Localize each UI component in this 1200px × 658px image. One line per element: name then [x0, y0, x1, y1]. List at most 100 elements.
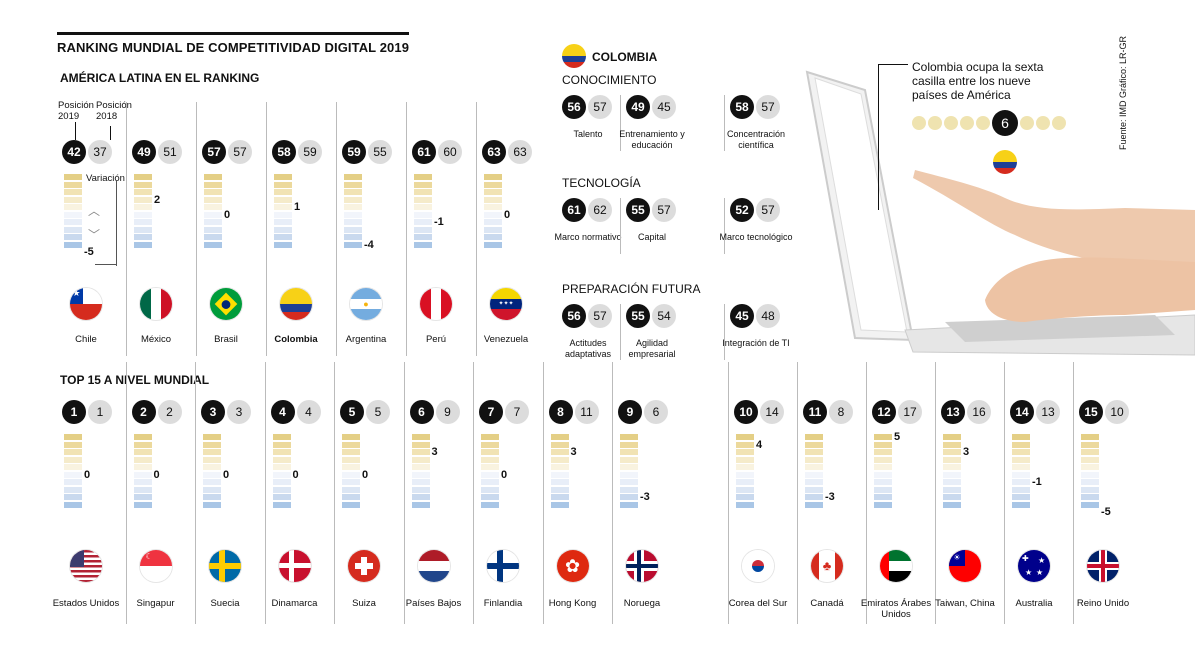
variation-segment-up [550, 464, 569, 470]
variation-bars-canada [805, 434, 823, 509]
variation-segment-up [805, 449, 823, 455]
rank-2019-entrenamiento-y-educacion: 49 [626, 95, 650, 119]
legend-variation: Variación [86, 173, 125, 184]
rank-2018-canada: 8 [829, 400, 853, 424]
argentina-flag-icon: ● [350, 288, 382, 320]
variation-segment-down [133, 494, 152, 500]
callout-dot [1036, 116, 1050, 130]
variation-segment-up [344, 174, 362, 180]
rank-2019-talento: 56 [562, 95, 586, 119]
variation-segment-down [620, 471, 638, 478]
variation-value-singapur: 0 [153, 468, 160, 481]
variation-segment-down [133, 486, 152, 493]
taiwan-china-flag-icon: ☀ [949, 550, 981, 582]
chevron-up-icon: ︿ [88, 204, 101, 218]
variation-segment-down [414, 234, 432, 240]
variation-segment-up [943, 449, 961, 455]
rank-2019-australia: 14 [1010, 400, 1034, 424]
variation-segment-up [484, 189, 502, 195]
variation-bars-suiza [342, 434, 360, 509]
variation-segment-up [64, 464, 82, 470]
variation-value-colombia: 1 [294, 201, 301, 213]
variation-segment-down [64, 211, 82, 218]
variation-segment-up [481, 441, 499, 448]
column-divider [612, 362, 613, 624]
country-name-suiza: Suiza [352, 598, 376, 609]
country-name-dinamarca: Dinamarca [271, 598, 318, 609]
callout-dot [912, 116, 926, 130]
colombia-small-flag-icon [993, 150, 1017, 174]
rank-2019-taiwan-china: 13 [941, 400, 965, 424]
variation-segment-up [274, 189, 292, 195]
variation-segment-down [481, 501, 499, 508]
variation-segment-down [874, 501, 892, 508]
country-name-venezuela: Venezuela [483, 334, 529, 345]
rank-pair-mexico: 49 51 [132, 140, 182, 164]
variation-segment-up [204, 189, 222, 195]
variation-segment-down [344, 241, 362, 248]
column-divider [476, 102, 477, 356]
variation-segment-down [411, 501, 430, 508]
rank-2018-peru: 60 [438, 140, 462, 164]
variation-segment-up [342, 449, 360, 455]
variation-segment-down [134, 219, 152, 225]
variation-segment-down [272, 501, 291, 508]
variation-segment-down [805, 479, 823, 485]
variation-segment-up [64, 441, 82, 448]
variation-value-estados-unidos: 0 [84, 468, 91, 481]
variation-segment-up [805, 434, 823, 440]
suecia-flag-icon [209, 550, 241, 582]
variation-segment-up [620, 449, 638, 455]
rank-2019-mexico: 49 [132, 140, 156, 164]
variation-segment-down [274, 219, 292, 225]
variation-segment-down [64, 219, 82, 225]
variation-value-corea-del-sur: 4 [756, 438, 763, 451]
column-divider [542, 362, 544, 624]
variation-segment-up [344, 204, 362, 210]
variation-segment-up [204, 174, 222, 180]
emiratos-arabes-unidos-flag-icon [880, 550, 912, 582]
variation-segment-up [550, 449, 569, 455]
variation-segment-down [134, 211, 152, 218]
rank-2018-taiwan-china: 16 [967, 400, 991, 424]
rank-pair-venezuela: 63 63 [482, 140, 532, 164]
colombia-flag-icon [562, 44, 586, 68]
variation-segment-up [204, 196, 222, 203]
variation-segment-up [1081, 441, 1099, 448]
variation-segment-down [133, 479, 152, 485]
country-name-brasil: Brasil [214, 334, 238, 345]
callout-dot [960, 116, 974, 130]
variation-segment-down [411, 479, 430, 485]
variation-segment-down [736, 486, 754, 493]
variation-segment-up [272, 449, 291, 455]
country-name-paises-bajos: Países Bajos [405, 598, 462, 609]
variation-bars-corea-del-sur [736, 434, 754, 509]
variation-segment-up [620, 434, 638, 440]
variation-segment-down [414, 211, 432, 218]
variation-segment-down [344, 211, 362, 218]
column-divider [336, 102, 337, 356]
variation-bars-argentina [344, 174, 362, 249]
column-divider [728, 362, 729, 624]
variation-segment-up [272, 464, 291, 470]
variation-value-emiratos-arabes-unidos: 5 [894, 431, 901, 443]
rank-2018-argentina: 55 [368, 140, 392, 164]
country-name-reino-unido: Reino Unido [1076, 598, 1130, 609]
variation-segment-down [272, 486, 291, 493]
country-name-hong-kong: Hong Kong [548, 598, 597, 609]
variation-segment-up [414, 189, 432, 195]
variation-segment-down [484, 211, 502, 218]
variation-segment-up [411, 456, 430, 463]
variation-segment-up [203, 441, 221, 448]
rank-2019-peru: 61 [412, 140, 436, 164]
variation-segment-up [1081, 456, 1099, 463]
country-name-taiwan-china: Taiwan, China [935, 598, 995, 609]
variation-segment-up [874, 464, 892, 470]
rank-2018-noruega: 6 [644, 400, 668, 424]
variation-segment-down [342, 486, 360, 493]
